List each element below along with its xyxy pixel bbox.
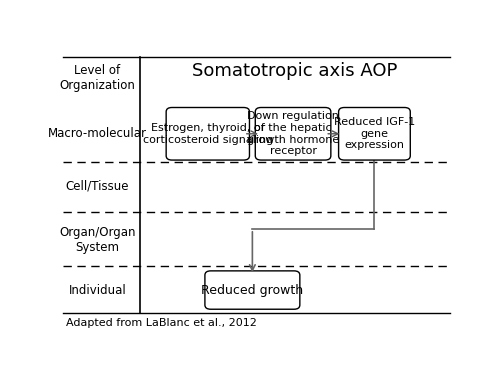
Text: Reduced growth: Reduced growth — [202, 283, 304, 297]
Text: Level of
Organization: Level of Organization — [60, 64, 136, 92]
Text: Cell/Tissue: Cell/Tissue — [66, 180, 129, 193]
Text: Somatotropic axis AOP: Somatotropic axis AOP — [192, 62, 398, 80]
Text: Individual: Individual — [68, 283, 126, 297]
FancyBboxPatch shape — [256, 107, 331, 160]
Text: Down regulation
of the hepatic
growth hormone
receptor: Down regulation of the hepatic growth ho… — [247, 111, 339, 156]
Text: Organ/Organ
System: Organ/Organ System — [59, 226, 136, 254]
FancyBboxPatch shape — [338, 107, 410, 160]
Text: Reduced IGF-1
gene
expression: Reduced IGF-1 gene expression — [334, 117, 415, 151]
FancyBboxPatch shape — [166, 107, 250, 160]
FancyBboxPatch shape — [205, 271, 300, 309]
Text: Adapted from LaBlanc et al., 2012: Adapted from LaBlanc et al., 2012 — [66, 318, 257, 328]
Text: Estrogen, thyroid, or
corticosteroid signaling: Estrogen, thyroid, or corticosteroid sig… — [142, 123, 273, 145]
Text: Macro-molecular: Macro-molecular — [48, 127, 147, 140]
